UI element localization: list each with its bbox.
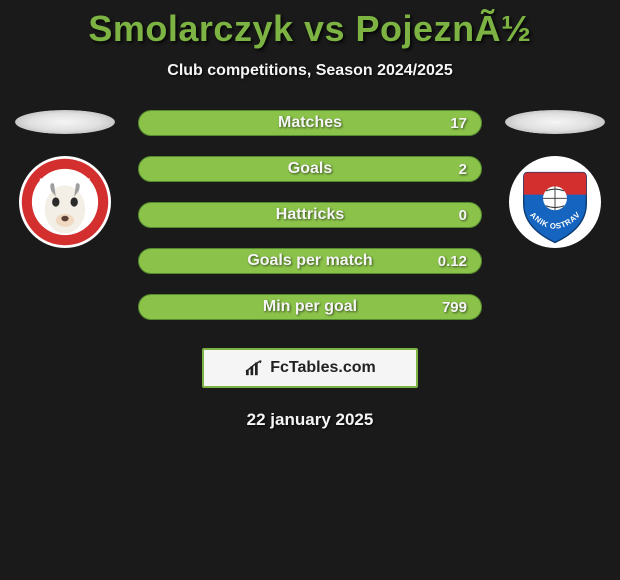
main-row: FC DORDRECHT Matches 17 Goals 2 Hattricks 0 Go… [0, 110, 620, 320]
team-crest-left: FC DORDRECHT [19, 156, 111, 248]
stat-row: Hattricks 0 [138, 202, 482, 228]
banik-ostrava-crest-icon: BANIK OSTRAVA [509, 156, 601, 248]
page-title: Smolarczyk vs PojeznÃ½ [0, 8, 620, 50]
stat-label: Goals [288, 160, 332, 178]
source-badge: FcTables.com [202, 348, 418, 388]
stat-row: Min per goal 799 [138, 294, 482, 320]
stat-label: Hattricks [276, 206, 344, 224]
stat-row: Matches 17 [138, 110, 482, 136]
infographic-root: Smolarczyk vs PojeznÃ½ Club competitions… [0, 0, 620, 430]
svg-text:FC: FC [60, 167, 70, 176]
stat-label: Goals per match [247, 252, 372, 270]
stats-column: Matches 17 Goals 2 Hattricks 0 Goals per match… [120, 110, 500, 320]
stat-value-right: 17 [450, 115, 467, 132]
date-text: 22 january 2025 [0, 410, 620, 430]
stat-row: Goals per match 0.12 [138, 248, 482, 274]
stat-value-right: 2 [459, 161, 467, 178]
stat-row: Goals 2 [138, 156, 482, 182]
ellipse-shadow-right [505, 110, 605, 134]
stat-label: Min per goal [263, 298, 357, 316]
dordrecht-crest-icon: FC DORDRECHT [19, 156, 111, 248]
team-crest-right: BANIK OSTRAVA [509, 156, 601, 248]
right-team-column: BANIK OSTRAVA [500, 110, 610, 248]
stat-value-right: 0.12 [438, 253, 467, 270]
left-team-column: FC DORDRECHT [10, 110, 120, 248]
stat-value-right: 0 [459, 207, 467, 224]
stat-label: Matches [278, 114, 342, 132]
svg-text:DORDRECHT: DORDRECHT [39, 177, 90, 186]
page-subtitle: Club competitions, Season 2024/2025 [0, 62, 620, 80]
stat-value-right: 799 [442, 299, 467, 316]
chart-icon [244, 359, 266, 377]
ellipse-shadow-left [15, 110, 115, 134]
badge-text: FcTables.com [270, 359, 376, 377]
